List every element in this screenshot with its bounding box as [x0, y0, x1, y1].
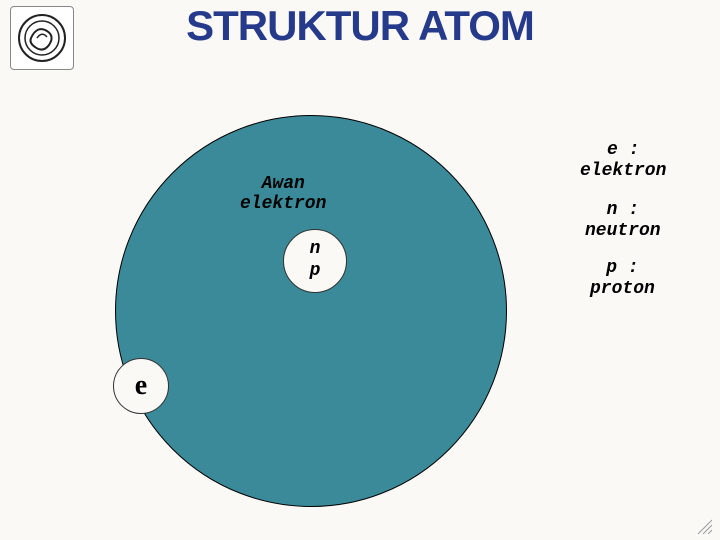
resize-handle-icon	[694, 516, 712, 534]
legend-proton: p : proton	[590, 258, 655, 299]
nucleus-proton-label: p	[310, 261, 321, 283]
legend-e-line2: elektron	[580, 161, 666, 181]
slide-stage: STRUKTUR ATOM Awan elektron n p e e : el…	[0, 0, 720, 540]
nucleus-neutron-label: n	[310, 239, 321, 261]
electron-cloud	[115, 115, 507, 507]
legend-n-line2: neutron	[585, 221, 661, 241]
legend-electron: e : elektron	[580, 140, 666, 181]
legend-n-line1: n :	[607, 200, 639, 220]
nucleus: n p	[283, 229, 347, 293]
cloud-label-line1: Awan	[262, 174, 305, 194]
slide-title: STRUKTUR ATOM	[0, 2, 720, 50]
legend-neutron: n : neutron	[585, 200, 661, 241]
electron-label: e	[135, 370, 147, 402]
legend-e-line1: e :	[607, 140, 639, 160]
electron-particle: e	[113, 358, 169, 414]
legend-p-line2: proton	[590, 279, 655, 299]
legend-p-line1: p :	[606, 258, 638, 278]
cloud-label-line2: elektron	[240, 194, 326, 214]
electron-cloud-label: Awan elektron	[240, 175, 326, 215]
